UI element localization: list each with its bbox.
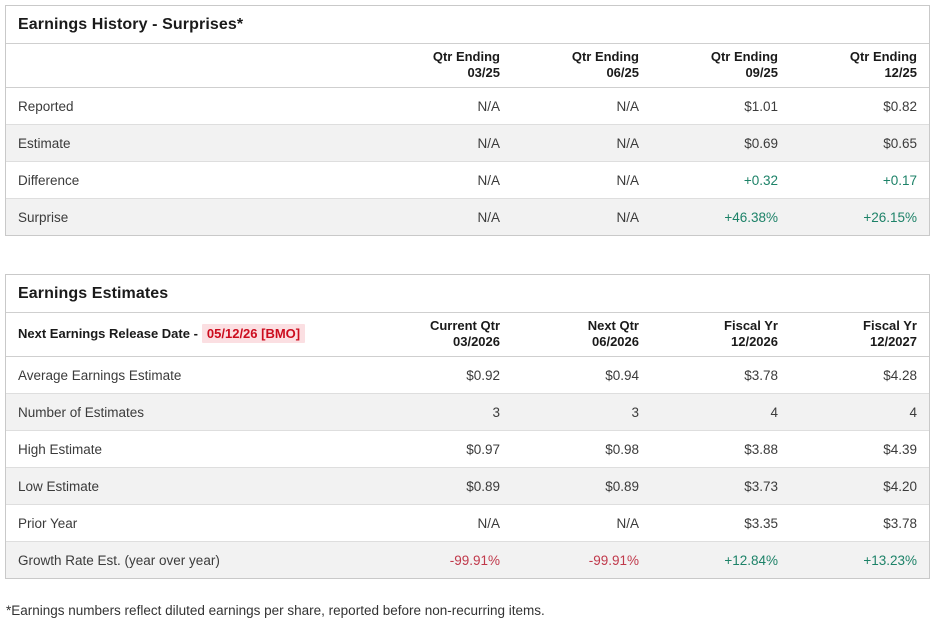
row-label: Surprise <box>6 198 373 235</box>
value-cell: -99.91% <box>512 541 651 578</box>
value-cell: 4 <box>790 393 929 431</box>
value-cell: $0.65 <box>790 124 929 162</box>
table-row: Number of Estimates 3 3 4 4 <box>6 393 929 431</box>
earnings-history-section: Earnings History - Surprises* Qtr Ending… <box>5 5 930 236</box>
value-cell: $0.98 <box>512 430 651 468</box>
table-row: Low Estimate $0.89 $0.89 $3.73 $4.20 <box>6 467 929 505</box>
column-header-current-qtr: Current Qtr 03/2026 <box>373 313 512 357</box>
column-header-line2: 12/2026 <box>731 334 778 349</box>
column-header-qtr-0925: Qtr Ending 09/25 <box>651 44 790 88</box>
value-cell: N/A <box>512 87 651 125</box>
earnings-estimates-title: Earnings Estimates <box>6 275 929 313</box>
row-label: Average Earnings Estimate <box>6 356 373 394</box>
column-header-line1: Current Qtr <box>429 318 500 333</box>
table-row: High Estimate $0.97 $0.98 $3.88 $4.39 <box>6 430 929 468</box>
column-header-line1: Next Qtr <box>587 318 639 333</box>
column-header-line1: Fiscal Yr <box>863 318 917 333</box>
value-cell: +46.38% <box>651 198 790 235</box>
value-cell: $3.73 <box>651 467 790 505</box>
column-header-line2: 06/25 <box>606 65 639 80</box>
release-date-cell: Next Earnings Release Date -05/12/26 [BM… <box>6 313 373 357</box>
table-row: Reported N/A N/A $1.01 $0.82 <box>6 87 929 125</box>
value-cell: N/A <box>512 124 651 162</box>
value-cell: $3.88 <box>651 430 790 468</box>
value-cell: $4.39 <box>790 430 929 468</box>
header-spacer-cell <box>6 44 373 88</box>
earnings-estimates-table: Next Earnings Release Date -05/12/26 [BM… <box>6 313 929 578</box>
column-header-line1: Qtr Ending <box>432 49 500 64</box>
row-label: High Estimate <box>6 430 373 468</box>
value-cell: N/A <box>373 504 512 542</box>
value-cell: -99.91% <box>373 541 512 578</box>
value-cell: $0.82 <box>790 87 929 125</box>
value-cell: N/A <box>373 161 512 199</box>
value-cell: +0.17 <box>790 161 929 199</box>
value-cell: $4.28 <box>790 356 929 394</box>
value-cell: N/A <box>373 198 512 235</box>
value-cell: $0.97 <box>373 430 512 468</box>
value-cell: +13.23% <box>790 541 929 578</box>
column-header-line1: Qtr Ending <box>571 49 639 64</box>
release-date-label: Next Earnings Release Date - <box>18 326 198 341</box>
table-row: Estimate N/A N/A $0.69 $0.65 <box>6 124 929 162</box>
table-row: Prior Year N/A N/A $3.35 $3.78 <box>6 504 929 542</box>
release-date-value: 05/12/26 [BMO] <box>201 324 306 343</box>
column-header-next-qtr: Next Qtr 06/2026 <box>512 313 651 357</box>
table-row: Difference N/A N/A +0.32 +0.17 <box>6 161 929 199</box>
value-cell: $3.78 <box>651 356 790 394</box>
value-cell: $3.78 <box>790 504 929 542</box>
earnings-history-table: Qtr Ending 03/25 Qtr Ending 06/25 Qtr Endi… <box>6 44 929 235</box>
value-cell: $0.94 <box>512 356 651 394</box>
table-row: Surprise N/A N/A +46.38% +26.15% <box>6 198 929 235</box>
earnings-estimates-section: Earnings Estimates Next Earnings Release… <box>5 274 930 579</box>
column-header-line1: Qtr Ending <box>710 49 778 64</box>
value-cell: N/A <box>512 198 651 235</box>
row-label: Number of Estimates <box>6 393 373 431</box>
earnings-estimates-header-row: Next Earnings Release Date -05/12/26 [BM… <box>6 313 929 357</box>
row-label: Growth Rate Est. (year over year) <box>6 541 373 578</box>
value-cell: $0.92 <box>373 356 512 394</box>
value-cell: +0.32 <box>651 161 790 199</box>
column-header-line2: 03/25 <box>467 65 500 80</box>
value-cell: $3.35 <box>651 504 790 542</box>
column-header-qtr-1225: Qtr Ending 12/25 <box>790 44 929 88</box>
column-header-line2: 06/2026 <box>592 334 639 349</box>
value-cell: $0.89 <box>512 467 651 505</box>
value-cell: +12.84% <box>651 541 790 578</box>
earnings-history-title: Earnings History - Surprises* <box>6 6 929 44</box>
row-label: Prior Year <box>6 504 373 542</box>
column-header-line1: Fiscal Yr <box>724 318 778 333</box>
value-cell: N/A <box>512 161 651 199</box>
earnings-history-header-row: Qtr Ending 03/25 Qtr Ending 06/25 Qtr Endi… <box>6 44 929 88</box>
value-cell: $0.89 <box>373 467 512 505</box>
value-cell: +26.15% <box>790 198 929 235</box>
column-header-qtr-0625: Qtr Ending 06/25 <box>512 44 651 88</box>
value-cell: $4.20 <box>790 467 929 505</box>
value-cell: $0.69 <box>651 124 790 162</box>
table-row: Growth Rate Est. (year over year) -99.91%… <box>6 541 929 578</box>
value-cell: 3 <box>512 393 651 431</box>
value-cell: 3 <box>373 393 512 431</box>
value-cell: 4 <box>651 393 790 431</box>
row-label: Low Estimate <box>6 467 373 505</box>
row-label: Estimate <box>6 124 373 162</box>
value-cell: N/A <box>373 87 512 125</box>
column-header-line1: Qtr Ending <box>849 49 917 64</box>
row-label: Reported <box>6 87 373 125</box>
footnote: *Earnings numbers reflect diluted earnin… <box>6 603 545 618</box>
column-header-line2: 03/2026 <box>453 334 500 349</box>
value-cell: N/A <box>373 124 512 162</box>
column-header-fiscal-yr-2026: Fiscal Yr 12/2026 <box>651 313 790 357</box>
table-row: Average Earnings Estimate $0.92 $0.94 $3.78… <box>6 356 929 394</box>
column-header-fiscal-yr-2027: Fiscal Yr 12/2027 <box>790 313 929 357</box>
value-cell: N/A <box>512 504 651 542</box>
value-cell: $1.01 <box>651 87 790 125</box>
column-header-line2: 09/25 <box>745 65 778 80</box>
row-label: Difference <box>6 161 373 199</box>
column-header-qtr-0325: Qtr Ending 03/25 <box>373 44 512 88</box>
column-header-line2: 12/25 <box>884 65 917 80</box>
column-header-line2: 12/2027 <box>870 334 917 349</box>
